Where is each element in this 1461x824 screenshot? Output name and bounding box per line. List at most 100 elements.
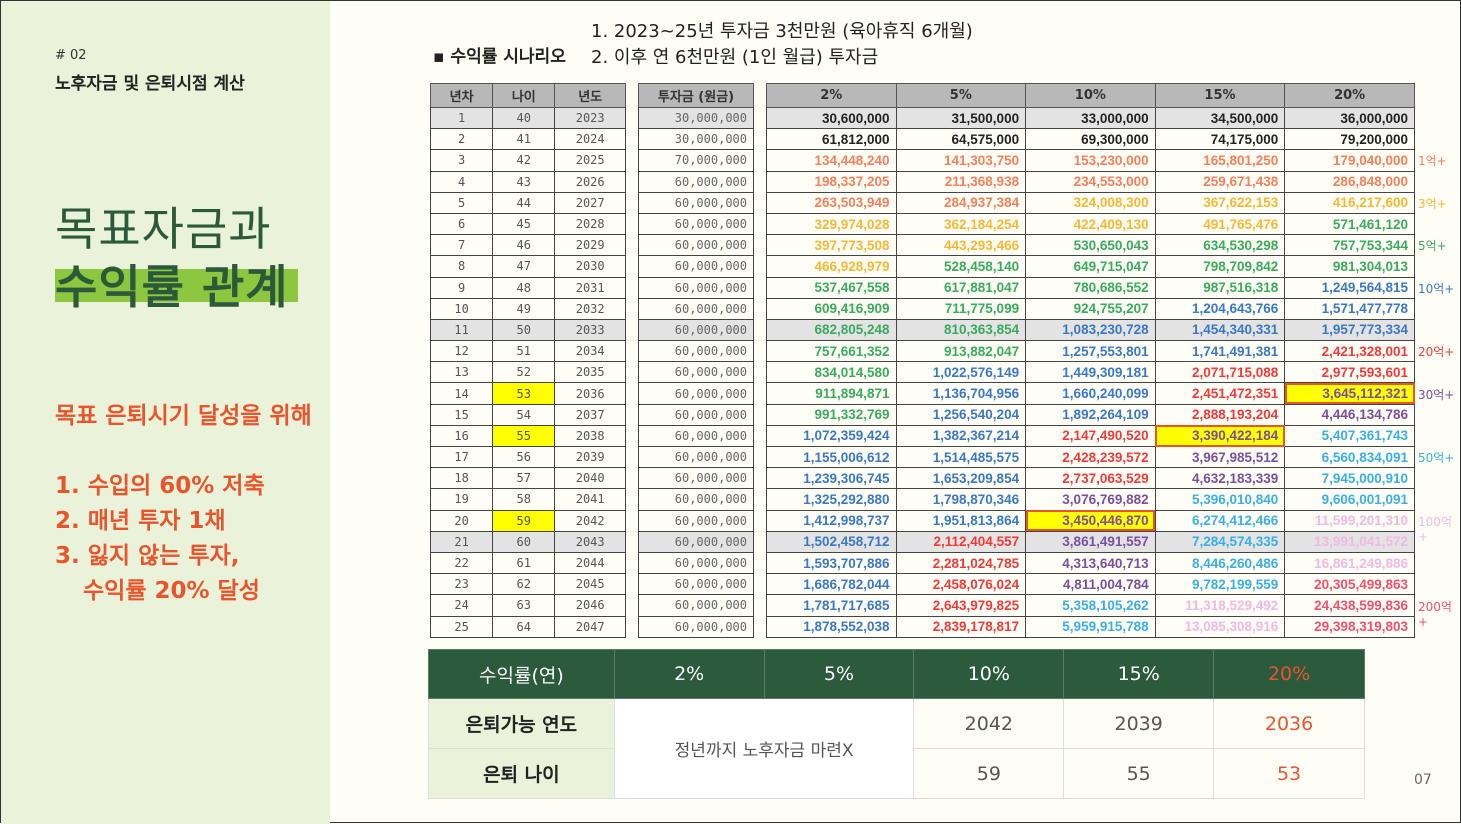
table-row: 60,000,000 <box>638 297 754 320</box>
balance-cell: 757,661,352 <box>766 340 897 363</box>
table-row: 60,000,000 <box>638 424 754 448</box>
balance-cell: 2,888,193,204 <box>1154 403 1286 426</box>
table-row: 60,000,000 <box>638 551 754 575</box>
year: 2025 <box>554 149 626 172</box>
balance-cell: 798,709,842 <box>1154 255 1286 278</box>
age: 42 <box>492 149 556 172</box>
table-row: 134,448,240 141,303,750 153,230,000 165,801… <box>766 149 1415 172</box>
age: 56 <box>492 445 556 469</box>
table-row: 22 61 2044 <box>429 551 626 575</box>
principal-table: 투자금 (원금) 30,000,000 30,000,000 70,000,000 60… <box>638 83 754 638</box>
table-row: 23 62 2045 <box>429 573 626 596</box>
goal-item: 3. 잃지 않는 투자, <box>55 543 240 569</box>
table-row: 60,000,000 <box>638 382 754 405</box>
table-row: 466,928,979 528,458,140 649,715,047 798,709… <box>766 255 1415 278</box>
age: 64 <box>492 615 556 638</box>
retire-age: 55 <box>1063 748 1215 799</box>
tier-annotation: 200억+ <box>1418 599 1452 629</box>
year: 2047 <box>554 615 626 638</box>
year: 2035 <box>554 361 626 384</box>
table-row: 1,593,707,886 2,281,024,785 4,313,640,713 8… <box>766 551 1415 575</box>
table-row: 1,072,359,424 1,382,367,214 2,147,490,520 3… <box>766 424 1415 448</box>
balance-cell: 8,446,260,486 <box>1154 551 1286 575</box>
age: 45 <box>492 212 556 236</box>
table-row: 9 48 2031 <box>429 276 626 299</box>
age: 62 <box>492 573 556 596</box>
age: 50 <box>492 318 556 342</box>
balance-cell: 3,861,491,557 <box>1025 530 1156 553</box>
balance-cell: 5,358,105,262 <box>1025 594 1156 617</box>
balance-cell: 7,945,000,910 <box>1284 467 1415 490</box>
balance-cell: 3,645,112,321 <box>1284 382 1415 405</box>
tier-annotation: 20억+ <box>1418 345 1455 360</box>
balance-cell: 3,450,446,870 <box>1025 509 1156 532</box>
scenario-label: ▪ 수익률 시나리오 <box>433 47 566 67</box>
balance-cell: 263,503,949 <box>766 191 897 214</box>
balance-cell: 634,530,298 <box>1154 234 1286 257</box>
page-number: 07 <box>1414 772 1432 788</box>
age: 52 <box>492 361 556 384</box>
principal: 60,000,000 <box>638 445 754 469</box>
balance-cell: 4,632,183,339 <box>1154 467 1286 490</box>
table-row: 1,878,552,038 2,839,178,817 5,959,915,788 1… <box>766 615 1415 638</box>
balance-cell: 1,660,240,099 <box>1025 382 1156 405</box>
table-row: 30,000,000 <box>638 128 754 151</box>
year-index: 18 <box>429 467 494 490</box>
age: 43 <box>492 170 556 193</box>
principal: 60,000,000 <box>638 424 754 448</box>
principal: 60,000,000 <box>638 530 754 553</box>
balance-cell: 1,022,576,149 <box>895 361 1027 384</box>
balance-cell: 1,686,782,044 <box>766 573 897 596</box>
retire-year: 2042 <box>913 698 1065 749</box>
balance-cell: 141,303,750 <box>895 149 1027 172</box>
table-row: 60,000,000 <box>638 403 754 426</box>
year: 2042 <box>554 509 626 532</box>
age: 51 <box>492 340 556 363</box>
table-row: 8 47 2030 <box>429 255 626 278</box>
balance-cell: 991,332,769 <box>766 403 897 426</box>
year-index: 17 <box>429 445 494 469</box>
table-row: 7 46 2029 <box>429 234 626 257</box>
table-row: 60,000,000 <box>638 361 754 384</box>
table-row: 60,000,000 <box>638 467 754 490</box>
age: 54 <box>492 403 556 426</box>
year: 2032 <box>554 297 626 320</box>
balance-cell: 1,878,552,038 <box>766 615 897 638</box>
balance-cell: 79,200,000 <box>1284 128 1415 151</box>
year-index: 9 <box>429 276 494 299</box>
table-row: 60,000,000 <box>638 573 754 596</box>
table-row: 3 42 2025 <box>429 149 626 172</box>
balance-cell: 1,239,306,745 <box>766 467 897 490</box>
balance-cell: 2,421,328,001 <box>1284 340 1415 363</box>
table-row: 60,000,000 <box>638 509 754 532</box>
principal: 60,000,000 <box>638 594 754 617</box>
balance-cell: 2,112,404,557 <box>895 530 1027 553</box>
goal-item: 1. 수입의 60% 저축 <box>55 473 265 499</box>
table-row: 329,974,028 362,184,254 422,409,130 491,765… <box>766 212 1415 236</box>
table-row: 60,000,000 <box>638 530 754 553</box>
table-row: 60,000,000 <box>638 255 754 278</box>
year: 2030 <box>554 255 626 278</box>
tier-annotation: 100억+ <box>1418 514 1452 544</box>
headline-highlight <box>55 269 298 302</box>
balance-cell: 165,801,250 <box>1154 149 1286 172</box>
age: 57 <box>492 467 556 490</box>
year: 2039 <box>554 445 626 469</box>
returns-table: 2% 5% 10% 15% 20% 30,600,000 31,500,000 33,000,… <box>766 83 1415 638</box>
balance-cell: 1,449,309,181 <box>1025 361 1156 384</box>
year-index: 16 <box>429 424 494 448</box>
left-panel: # 02 노후자금 및 은퇴시점 계산 목표자금과 수익률 관계 목표 은퇴시기… <box>1 1 330 824</box>
balance-cell: 1,204,643,766 <box>1154 297 1286 320</box>
table-row: 14 53 2036 <box>429 382 626 405</box>
year-index: 24 <box>429 594 494 617</box>
year-index: 6 <box>429 212 494 236</box>
tier-annotation: 5억+ <box>1418 239 1447 254</box>
scenario-lines: 1. 2023~25년 투자금 3천만원 (육아휴직 6개월) 2. 이후 연 … <box>591 19 973 71</box>
table-row: 60,000,000 <box>638 170 754 193</box>
year: 2036 <box>554 382 626 405</box>
balance-cell: 1,382,367,214 <box>895 424 1027 448</box>
principal: 70,000,000 <box>638 149 754 172</box>
balance-cell: 682,805,248 <box>766 318 897 342</box>
age: 61 <box>492 551 556 575</box>
balance-cell: 528,458,140 <box>895 255 1027 278</box>
